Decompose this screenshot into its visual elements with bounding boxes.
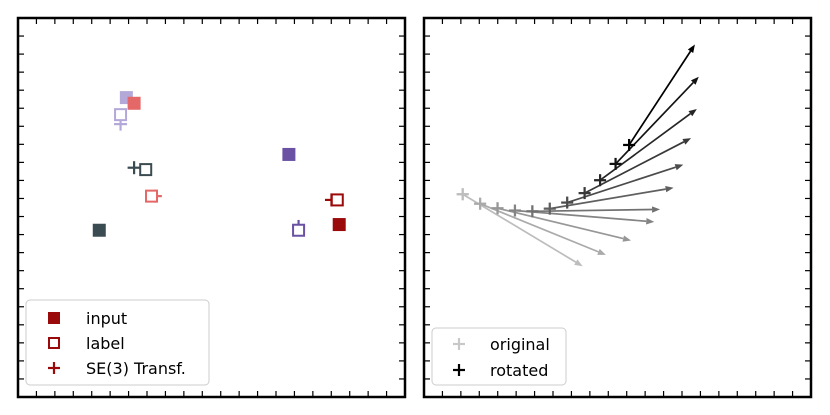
legend-marker-rotated [453, 364, 465, 376]
legend-marker-original [453, 338, 465, 350]
legend-label-input: input [86, 309, 127, 328]
data-points [92, 91, 346, 237]
rotated-point-3 [508, 204, 521, 217]
rotated-point-9 [609, 157, 622, 170]
rotated-point-8 [594, 174, 607, 187]
legend-label-label: label [86, 334, 125, 353]
arrow-head-1 [597, 248, 606, 255]
legend-marker-transf [48, 362, 60, 374]
input-point-4 [332, 218, 346, 232]
rotated-point-4 [526, 205, 539, 218]
label-point-2 [145, 189, 159, 203]
label-point-0 [114, 108, 128, 122]
arrow-shaft-1 [479, 202, 599, 253]
rotated-points [456, 138, 636, 218]
arrow-head-8 [688, 108, 697, 117]
se-3-transf-point-1 [127, 161, 141, 175]
rotated-point-10 [623, 138, 636, 151]
rotated-point-7 [578, 187, 591, 200]
rotated-point-5 [543, 202, 556, 215]
rotated-point-2 [491, 202, 504, 215]
input-point-2 [282, 147, 296, 161]
legend-label-rotated: rotated [490, 361, 548, 380]
arrow-head-7 [682, 138, 692, 145]
legend: original rotated [431, 327, 567, 386]
legend-box [431, 327, 567, 386]
input-point-3 [92, 223, 106, 237]
arrow-head-3 [646, 218, 655, 225]
axis-ticks [18, 18, 405, 397]
label-point-4 [292, 223, 306, 237]
arrow-head-6 [674, 164, 684, 171]
legend-marker-input [48, 312, 60, 324]
arrow-head-0 [574, 259, 583, 267]
legend-label-transf: SE(3) Transf. [86, 359, 186, 378]
arrow-shaft-5 [549, 188, 666, 210]
arrow-head-10 [687, 44, 695, 53]
arrow-shaft-0 [462, 193, 577, 263]
arrow-head-5 [665, 185, 674, 193]
axis-ticks [424, 18, 811, 397]
legend-label-original: original [490, 335, 550, 354]
label-point-3 [330, 193, 344, 207]
rotated-point-6 [561, 196, 574, 209]
rotated-point-1 [474, 197, 487, 210]
legend: input label SE(3) Transf. [25, 299, 210, 386]
rotated-point-0 [456, 188, 469, 201]
label-point-1 [139, 163, 153, 177]
panel-rotation-arrows: original rotated [422, 16, 813, 399]
legend-box [25, 299, 210, 386]
panel-se3-scatter: input label SE(3) Transf. [16, 16, 407, 399]
legend-marker-label [48, 337, 60, 349]
arrow-shaft-4 [532, 208, 653, 213]
arrow-head-4 [652, 206, 661, 213]
input-point-1 [127, 96, 141, 110]
arrow-head-2 [622, 235, 632, 242]
arrow-head-9 [690, 76, 699, 85]
arrow-shaft-2 [497, 207, 624, 240]
arrow-shaft-10 [628, 50, 692, 146]
